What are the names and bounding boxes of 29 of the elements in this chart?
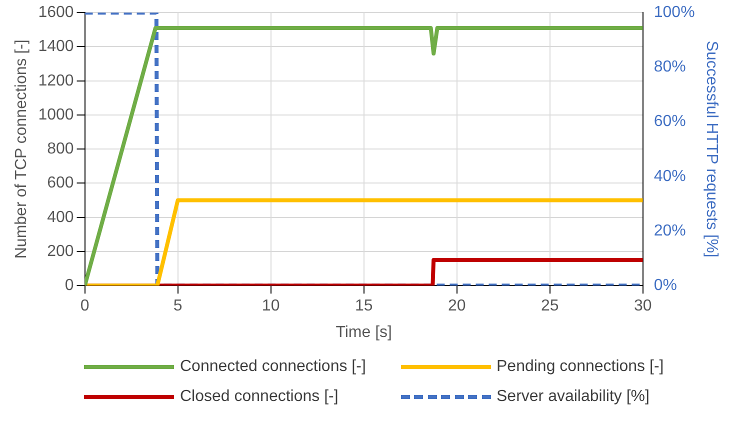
legend-label: Pending connections [-] (496, 358, 664, 376)
y2-tick-label: 0% (654, 277, 678, 294)
x-tick-label: 15 (354, 298, 373, 315)
y-tick-label: 0 (64, 277, 74, 294)
y2-tick-label: 100% (654, 4, 695, 22)
y-tick-label: 1000 (38, 106, 74, 124)
x-tick-label: 25 (540, 298, 559, 315)
y2-tick-label: 60% (654, 113, 686, 130)
legend-label: Connected connections [-] (180, 358, 366, 376)
x-tick-label: 30 (634, 298, 652, 315)
y-tick-label: 800 (47, 140, 74, 158)
y-tick-label: 1200 (38, 72, 74, 90)
x-tick-label: 5 (173, 298, 182, 315)
y-tick-label: 1400 (38, 38, 74, 56)
y2-tick-label: 80% (654, 58, 686, 76)
y2-tick-label: 40% (654, 168, 686, 185)
y2-axis-title: Successful HTTP requests [%] (702, 40, 720, 258)
y2-tick-label: 20% (654, 222, 686, 240)
y-tick-label: 400 (47, 208, 74, 226)
y-tick-label: 1600 (38, 4, 74, 22)
y-tick-label: 200 (47, 242, 74, 260)
y-axis-title: Number of TCP connections [-] (13, 40, 30, 259)
x-axis-title: Time [s] (336, 324, 392, 341)
x-tick-label: 20 (448, 298, 466, 315)
legend-label: Server availability [%] (496, 388, 650, 406)
x-tick-label: 10 (262, 298, 280, 315)
y-tick-label: 600 (47, 174, 74, 192)
legend-label: Closed connections [-] (180, 388, 338, 406)
x-tick-label: 0 (80, 298, 90, 315)
